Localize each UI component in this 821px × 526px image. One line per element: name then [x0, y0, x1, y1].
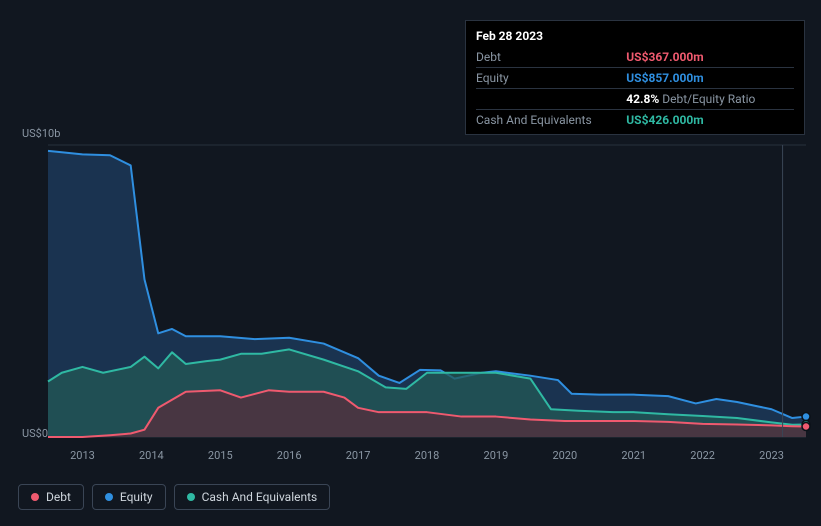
y-axis-label: US$0 [22, 427, 48, 440]
legend-label: Debt [46, 490, 71, 504]
x-axis-label: 2018 [415, 449, 440, 462]
legend-item-debt[interactable]: Debt [18, 484, 84, 510]
tooltip-row-label [476, 89, 626, 110]
x-axis-label: 2015 [208, 449, 233, 462]
legend-dot-icon [187, 493, 195, 501]
x-axis-label: 2019 [484, 449, 509, 462]
legend-item-equity[interactable]: Equity [92, 484, 166, 510]
tooltip-row: 42.8% Debt/Equity Ratio [476, 89, 794, 110]
tooltip-row: DebtUS$367.000m [476, 47, 794, 68]
tooltip-row-label: Equity [476, 68, 626, 89]
tooltip-row-value: 42.8% Debt/Equity Ratio [626, 89, 794, 110]
tooltip-row-value: US$426.000m [626, 110, 794, 131]
tooltip-date: Feb 28 2023 [476, 27, 794, 47]
x-axis-label: 2017 [346, 449, 371, 462]
y-axis-label: US$10b [22, 127, 60, 140]
x-axis-label: 2022 [690, 449, 715, 462]
end-marker [802, 422, 810, 430]
tooltip-table: DebtUS$367.000mEquityUS$857.000m42.8% De… [476, 47, 794, 130]
legend-item-cash-and-equivalents[interactable]: Cash And Equivalents [174, 484, 331, 510]
tooltip-row-value: US$367.000m [626, 47, 794, 68]
x-axis-label: 2016 [277, 449, 302, 462]
tooltip-row: EquityUS$857.000m [476, 68, 794, 89]
chart-legend: Debt Equity Cash And Equivalents [18, 484, 330, 510]
end-marker [802, 413, 810, 421]
tooltip-row: Cash And EquivalentsUS$426.000m [476, 110, 794, 131]
legend-label: Equity [120, 490, 153, 504]
legend-label: Cash And Equivalents [202, 490, 318, 504]
x-axis-label: 2013 [70, 449, 95, 462]
legend-dot-icon [105, 493, 113, 501]
chart-tooltip: Feb 28 2023 DebtUS$367.000mEquityUS$857.… [465, 20, 805, 135]
x-axis-label: 2014 [139, 449, 164, 462]
chart-area [48, 145, 806, 437]
tooltip-row-label: Cash And Equivalents [476, 110, 626, 131]
legend-dot-icon [31, 493, 39, 501]
x-axis-label: 2021 [621, 449, 646, 462]
x-axis-label: 2020 [552, 449, 577, 462]
tooltip-row-label: Debt [476, 47, 626, 68]
x-axis-label: 2023 [759, 449, 784, 462]
tooltip-row-value: US$857.000m [626, 68, 794, 89]
